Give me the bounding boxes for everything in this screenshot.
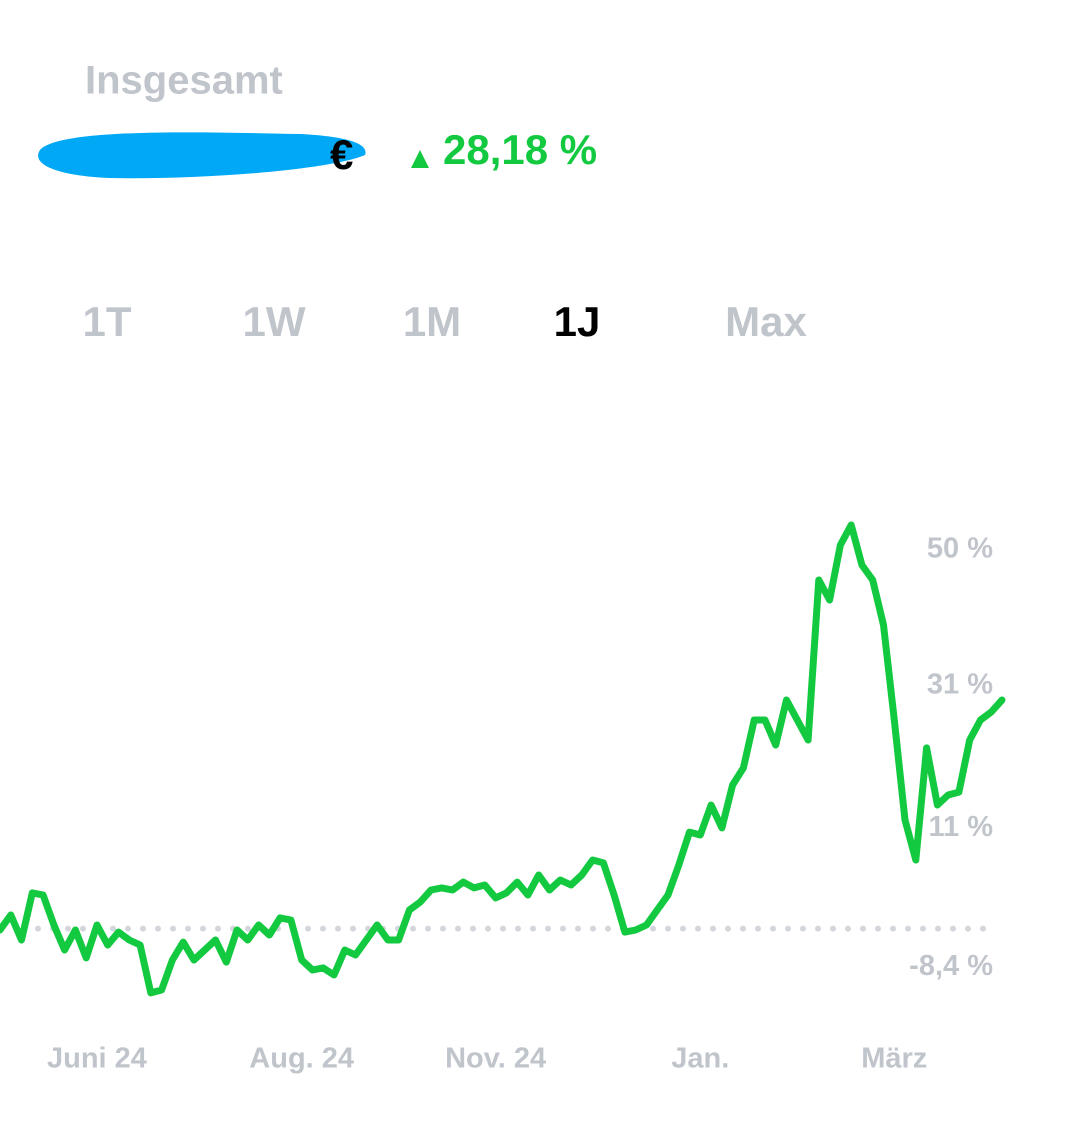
tabs: 1T 1W 1M 1J Max <box>82 298 807 345</box>
tab[interactable]: 1J <box>554 298 601 345</box>
x-tick-label: Jan. <box>671 1043 729 1075</box>
y-tick-label: 31 % <box>927 668 993 700</box>
redaction <box>38 132 366 179</box>
x-tick-label: März <box>861 1043 927 1075</box>
up-triangle <box>411 150 429 168</box>
header-title: Insgesamt <box>85 59 283 103</box>
y-tick-label: 50 % <box>927 533 993 565</box>
y-tick-label: 11 % <box>929 811 994 843</box>
price-line <box>0 521 1006 997</box>
currency-fragment: € <box>330 131 353 178</box>
tab[interactable]: Max <box>725 298 807 345</box>
plot: 50 % 31 % 11 % -8,4 % Juni 24 Aug. 24 Nov. 24 J… <box>0 521 1006 1075</box>
x-tick-label: Aug. 24 <box>249 1043 354 1075</box>
x-tick-label: Juni 24 <box>47 1043 147 1075</box>
tab[interactable]: 1T <box>82 298 131 345</box>
tab[interactable]: 1W <box>243 298 306 345</box>
change-value: 28,18 % <box>443 126 597 173</box>
y-tick-label: -8,4 % <box>909 950 993 982</box>
tab[interactable]: 1M <box>403 298 461 345</box>
x-tick-label: Nov. 24 <box>445 1043 546 1075</box>
